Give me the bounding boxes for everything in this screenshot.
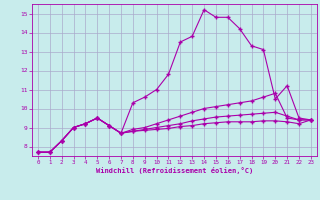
X-axis label: Windchill (Refroidissement éolien,°C): Windchill (Refroidissement éolien,°C) (96, 167, 253, 174)
